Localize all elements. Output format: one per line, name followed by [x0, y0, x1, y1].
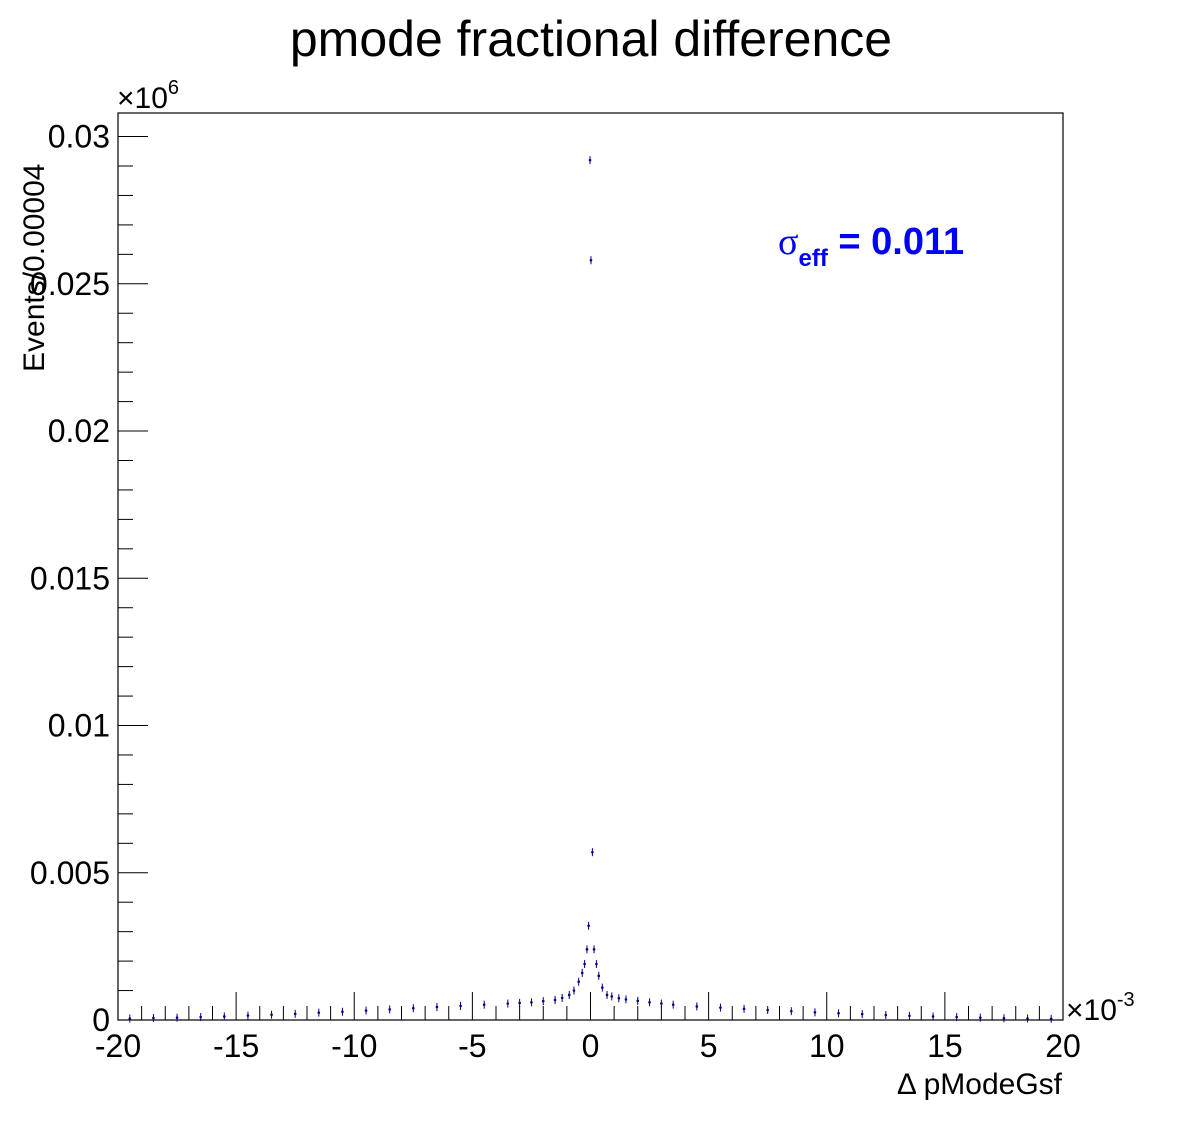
y-tick-label: 0.02	[48, 413, 110, 449]
x-tick-label: -20	[95, 1028, 141, 1064]
data-point	[592, 948, 596, 951]
y-tick-label: 0.01	[48, 708, 110, 744]
data-point	[553, 998, 557, 1002]
data-point	[583, 962, 586, 966]
y-tick-label: 0.025	[30, 266, 110, 302]
data-point	[1026, 1017, 1029, 1020]
chart-title: pmode fractional difference	[290, 11, 892, 67]
data-point	[695, 1005, 699, 1008]
x-tick-label: -15	[213, 1028, 259, 1064]
data-point	[908, 1014, 911, 1018]
y-axis-label: Events/0.00004	[18, 164, 51, 373]
data-point	[648, 1001, 651, 1004]
data-point	[530, 1001, 533, 1004]
y-axis-multiplier: ×106	[117, 77, 179, 115]
data-point	[591, 850, 594, 854]
data-point	[572, 989, 576, 992]
sigma-eff-annotation: σeff = 0.011	[778, 221, 964, 272]
data-point	[979, 1016, 982, 1019]
data-point	[506, 1002, 510, 1005]
data-point	[719, 1006, 722, 1009]
data-point	[152, 1016, 155, 1020]
data-point	[610, 995, 614, 998]
data-point	[364, 1009, 368, 1012]
data-point	[293, 1012, 297, 1016]
x-axis-label: Δ pModeGsf	[897, 1068, 1063, 1101]
data-point	[199, 1015, 202, 1019]
data-point	[560, 996, 564, 1000]
data-point	[223, 1015, 226, 1018]
data-point	[388, 1008, 391, 1011]
data-point	[605, 993, 609, 997]
x-tick-label: -10	[331, 1028, 377, 1064]
data-point	[624, 998, 628, 1001]
data-point	[541, 999, 545, 1003]
data-point	[931, 1015, 935, 1018]
data-point	[412, 1006, 415, 1010]
data-point	[1049, 1017, 1053, 1021]
x-tick-label: 0	[582, 1028, 600, 1064]
data-point	[597, 974, 601, 978]
data-point	[589, 258, 593, 262]
data-markers	[128, 156, 1053, 1023]
data-point	[246, 1014, 250, 1017]
data-point	[518, 1001, 521, 1005]
data-point	[601, 986, 604, 989]
data-point	[790, 1009, 793, 1013]
data-point	[837, 1011, 840, 1015]
x-axis-ticks: -20 -15 -10 -5 0 5 10 15 20	[95, 992, 1081, 1064]
data-point	[660, 1002, 663, 1005]
data-point	[1002, 1016, 1006, 1020]
y-tick-label: 0.015	[30, 560, 110, 596]
data-point	[270, 1013, 273, 1016]
data-point	[860, 1012, 864, 1016]
data-point	[580, 971, 584, 975]
data-point	[577, 980, 580, 984]
data-point	[617, 996, 621, 1000]
data-point	[482, 1003, 486, 1006]
data-point	[585, 948, 589, 951]
data-point	[588, 158, 592, 162]
data-point	[435, 1005, 439, 1009]
data-point	[567, 993, 571, 997]
data-point	[636, 999, 640, 1003]
data-point	[955, 1015, 958, 1019]
x-tick-label: -5	[458, 1028, 486, 1064]
y-tick-label: 0	[92, 1002, 110, 1038]
x-axis-multiplier: ×10-3	[1066, 989, 1135, 1027]
data-point	[766, 1008, 769, 1012]
data-point	[884, 1013, 888, 1017]
y-tick-label: 0.03	[48, 119, 110, 155]
data-point	[813, 1011, 817, 1014]
data-point	[595, 962, 598, 966]
x-tick-label: 20	[1045, 1028, 1081, 1064]
data-point	[128, 1017, 132, 1020]
y-tick-label: 0.005	[30, 855, 110, 891]
x-tick-label: 5	[700, 1028, 718, 1064]
data-point	[175, 1016, 179, 1019]
x-tick-label: 10	[809, 1028, 845, 1064]
data-point	[317, 1011, 321, 1014]
data-point	[587, 924, 590, 928]
data-point	[341, 1010, 344, 1014]
y-axis-ticks: 0 0.005 0.01 0.015 0.02 0.025 0.03	[30, 119, 148, 1038]
data-point	[742, 1007, 746, 1011]
data-point	[671, 1003, 675, 1006]
data-point	[459, 1004, 462, 1008]
x-tick-label: 15	[927, 1028, 963, 1064]
